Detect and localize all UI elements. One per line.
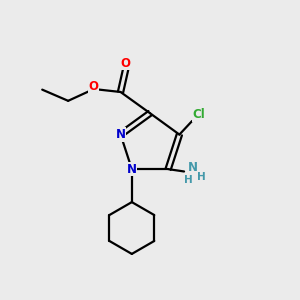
Text: N: N [116, 128, 126, 141]
Text: H: H [197, 172, 206, 182]
Text: O: O [121, 57, 131, 70]
Text: Cl: Cl [192, 108, 205, 121]
Text: N: N [188, 161, 198, 174]
Text: H: H [184, 175, 192, 185]
Text: N: N [127, 163, 137, 176]
Text: O: O [88, 80, 98, 93]
